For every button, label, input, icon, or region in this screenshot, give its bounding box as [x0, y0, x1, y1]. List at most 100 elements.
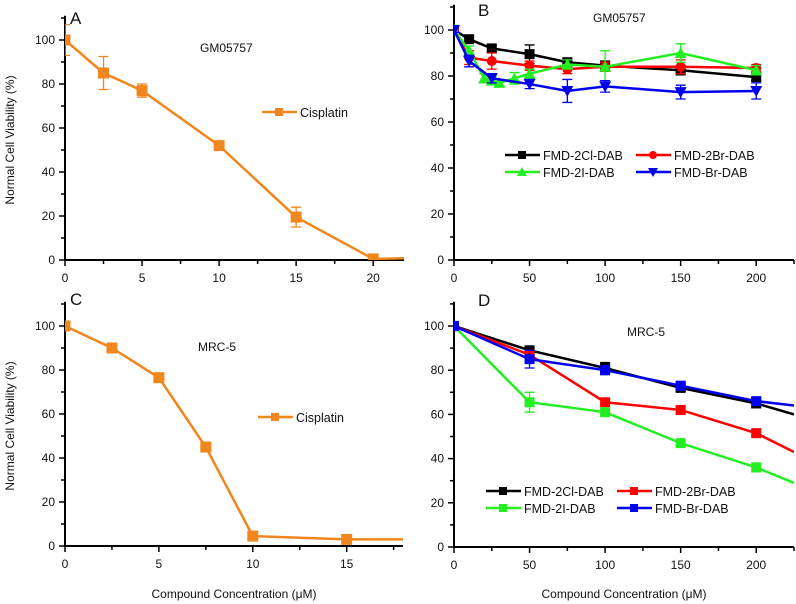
marker-square	[630, 504, 638, 512]
y-tick-label: 0	[437, 540, 444, 554]
legend-label: FMD-2I-DAB	[543, 166, 615, 180]
marker-square	[675, 404, 686, 415]
marker-square	[153, 372, 165, 384]
y-tick-label: 20	[42, 495, 56, 509]
y-tick-label: 60	[431, 407, 445, 421]
legend-item: FMD-2Cl-DAB	[486, 485, 604, 499]
x-tick-label: 100	[595, 558, 615, 572]
legend-label: FMD-2Cl-DAB	[524, 485, 604, 499]
y-tick-label: 100	[35, 33, 55, 47]
x-tick-label: 0	[451, 271, 458, 285]
marker-triangle-down	[674, 87, 687, 99]
legend-item: FMD-Br-DAB	[636, 166, 748, 180]
marker-triangle-down	[750, 85, 763, 97]
marker-triangle-up	[523, 67, 536, 79]
plot-area	[65, 23, 404, 260]
marker-square	[524, 397, 535, 408]
y-tick-label: 100	[424, 319, 444, 333]
cell-line-annotation: MRC-5	[627, 325, 665, 339]
marker-square	[524, 354, 535, 365]
y-tick-label: 60	[42, 407, 56, 421]
legend-item: FMD-Br-DAB	[617, 502, 729, 516]
x-axis-label-right: Compound Concentration (μM)	[542, 587, 707, 601]
panel-letter: B	[478, 1, 489, 20]
marker-square	[275, 108, 283, 116]
legend-label: FMD-2Br-DAB	[674, 149, 755, 163]
x-tick-label: 15	[289, 271, 303, 285]
series-line	[65, 324, 403, 541]
y-tick-label: 0	[48, 539, 55, 553]
y-tick-label: 20	[42, 209, 56, 223]
series-cisplatin	[65, 23, 404, 260]
marker-square	[751, 428, 762, 439]
marker-square	[499, 487, 507, 495]
marker-triangle-down	[523, 79, 536, 91]
y-tick-label: 0	[437, 253, 444, 267]
marker-square	[136, 85, 148, 97]
marker-square	[630, 487, 638, 495]
x-tick-label: 20	[367, 271, 381, 285]
marker-triangle-up	[517, 167, 527, 176]
y-tick-label: 80	[42, 363, 56, 377]
legend-item: FMD-2I-DAB	[486, 502, 596, 516]
series-fmd-2i-dab	[454, 321, 794, 485]
x-tick-label: 50	[523, 271, 537, 285]
series-fmd-br-dab	[454, 320, 794, 407]
y-tick-label: 80	[431, 363, 445, 377]
y-tick-label: 20	[431, 207, 445, 221]
marker-triangle-down	[561, 85, 574, 97]
plot-area	[454, 320, 794, 485]
marker-square	[524, 49, 535, 60]
marker-triangle-up	[599, 60, 612, 72]
x-tick-label: 100	[595, 271, 615, 285]
legend-label: FMD-2Br-DAB	[655, 485, 736, 499]
series-line	[454, 324, 794, 407]
plot-area	[454, 24, 763, 104]
marker-square	[600, 397, 611, 408]
y-tick-label: 40	[431, 161, 445, 175]
marker-square	[106, 342, 118, 354]
cell-line-annotation: GM05757	[593, 11, 646, 25]
marker-triangle-down	[599, 81, 612, 93]
legend: Cisplatin	[262, 106, 348, 120]
series-line	[454, 324, 794, 416]
x-tick-label: 10	[246, 557, 260, 571]
marker-square	[518, 151, 526, 159]
y-tick-label: 20	[431, 496, 445, 510]
x-tick-label: 5	[156, 557, 163, 571]
marker-square	[486, 43, 497, 54]
marker-square	[341, 533, 353, 545]
panel-letter: D	[478, 291, 490, 310]
marker-circle	[649, 151, 657, 159]
legend-item: FMD-2Br-DAB	[617, 485, 736, 499]
legend: FMD-2Cl-DAB FMD-2Br-DAB FMD-2I-DAB FMD-Br-D…	[505, 149, 755, 180]
y-tick-label: 100	[424, 23, 444, 37]
marker-square	[464, 34, 475, 45]
y-axis-label-top: Normal Cell Viability (%)	[3, 75, 17, 204]
marker-square	[675, 438, 686, 449]
marker-square	[65, 34, 71, 46]
y-tick-label: 60	[431, 115, 445, 129]
y-tick-label: 60	[42, 121, 56, 135]
y-tick-label: 40	[42, 165, 56, 179]
x-axis-label-left: Compound Concentration (μM)	[152, 587, 317, 601]
y-tick-label: 100	[35, 319, 55, 333]
legend-item: Cisplatin	[262, 106, 348, 120]
x-tick-label: 200	[746, 558, 766, 572]
x-tick-label: 150	[671, 558, 691, 572]
x-tick-label: 50	[523, 558, 537, 572]
cell-line-annotation: GM05757	[200, 41, 253, 55]
legend-item: FMD-2Br-DAB	[636, 149, 755, 163]
marker-triangle-down	[454, 25, 460, 36]
marker-square	[675, 380, 686, 391]
marker-square	[600, 365, 611, 376]
marker-circle	[486, 56, 497, 67]
panel-b: 0 20 40 60 80 100 0 50 100 150 200 B GM05757 FMD-2Cl-…	[424, 1, 795, 285]
marker-square	[367, 253, 379, 260]
series-line	[65, 39, 404, 260]
legend-item: FMD-2I-DAB	[505, 166, 615, 180]
panel-d: 0 20 40 60 80 100 0 50 100 150 200 D MRC-5 FMD-2Cl-DA…	[424, 291, 795, 572]
marker-square	[600, 407, 611, 418]
marker-square	[290, 211, 302, 223]
